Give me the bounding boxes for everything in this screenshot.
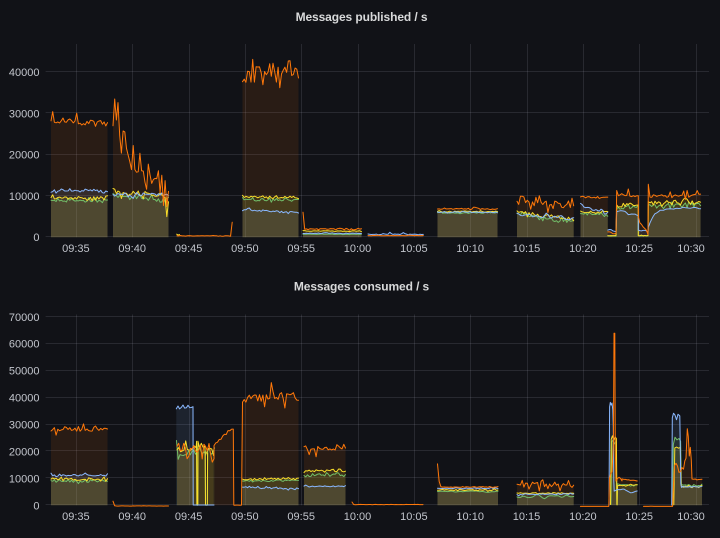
svg-text:10:00: 10:00 bbox=[344, 243, 372, 255]
svg-text:0: 0 bbox=[33, 232, 39, 244]
svg-text:09:40: 09:40 bbox=[118, 243, 146, 255]
svg-text:10:30: 10:30 bbox=[677, 511, 705, 523]
svg-text:10:05: 10:05 bbox=[400, 511, 428, 523]
svg-text:Messages published / s: Messages published / s bbox=[296, 10, 428, 24]
svg-text:09:55: 09:55 bbox=[287, 243, 315, 255]
svg-text:10:10: 10:10 bbox=[456, 243, 484, 255]
svg-text:10:20: 10:20 bbox=[569, 243, 597, 255]
svg-text:09:35: 09:35 bbox=[62, 511, 90, 523]
svg-text:10:20: 10:20 bbox=[569, 511, 597, 523]
svg-text:10000: 10000 bbox=[9, 473, 40, 485]
svg-text:09:35: 09:35 bbox=[62, 243, 90, 255]
svg-text:60000: 60000 bbox=[9, 339, 40, 351]
svg-text:10000: 10000 bbox=[9, 191, 40, 203]
svg-text:10:25: 10:25 bbox=[625, 243, 653, 255]
svg-text:20000: 20000 bbox=[9, 150, 40, 162]
svg-text:30000: 30000 bbox=[9, 420, 40, 432]
svg-text:40000: 40000 bbox=[9, 67, 40, 79]
svg-text:10:10: 10:10 bbox=[456, 511, 484, 523]
svg-text:09:50: 09:50 bbox=[231, 511, 259, 523]
svg-text:0: 0 bbox=[33, 500, 39, 512]
svg-text:Messages consumed / s: Messages consumed / s bbox=[294, 280, 430, 294]
svg-text:10:25: 10:25 bbox=[625, 511, 653, 523]
svg-text:09:45: 09:45 bbox=[175, 511, 203, 523]
svg-text:09:55: 09:55 bbox=[287, 511, 315, 523]
svg-text:10:30: 10:30 bbox=[677, 243, 705, 255]
svg-text:50000: 50000 bbox=[9, 366, 40, 378]
svg-text:20000: 20000 bbox=[9, 446, 40, 458]
svg-text:10:00: 10:00 bbox=[344, 511, 372, 523]
svg-text:40000: 40000 bbox=[9, 393, 40, 405]
svg-text:70000: 70000 bbox=[9, 312, 40, 324]
svg-text:09:45: 09:45 bbox=[175, 243, 203, 255]
svg-text:10:15: 10:15 bbox=[513, 243, 541, 255]
svg-text:30000: 30000 bbox=[9, 108, 40, 120]
svg-text:09:40: 09:40 bbox=[118, 511, 146, 523]
svg-text:10:05: 10:05 bbox=[400, 243, 428, 255]
svg-text:10:15: 10:15 bbox=[513, 511, 541, 523]
svg-text:09:50: 09:50 bbox=[231, 243, 259, 255]
